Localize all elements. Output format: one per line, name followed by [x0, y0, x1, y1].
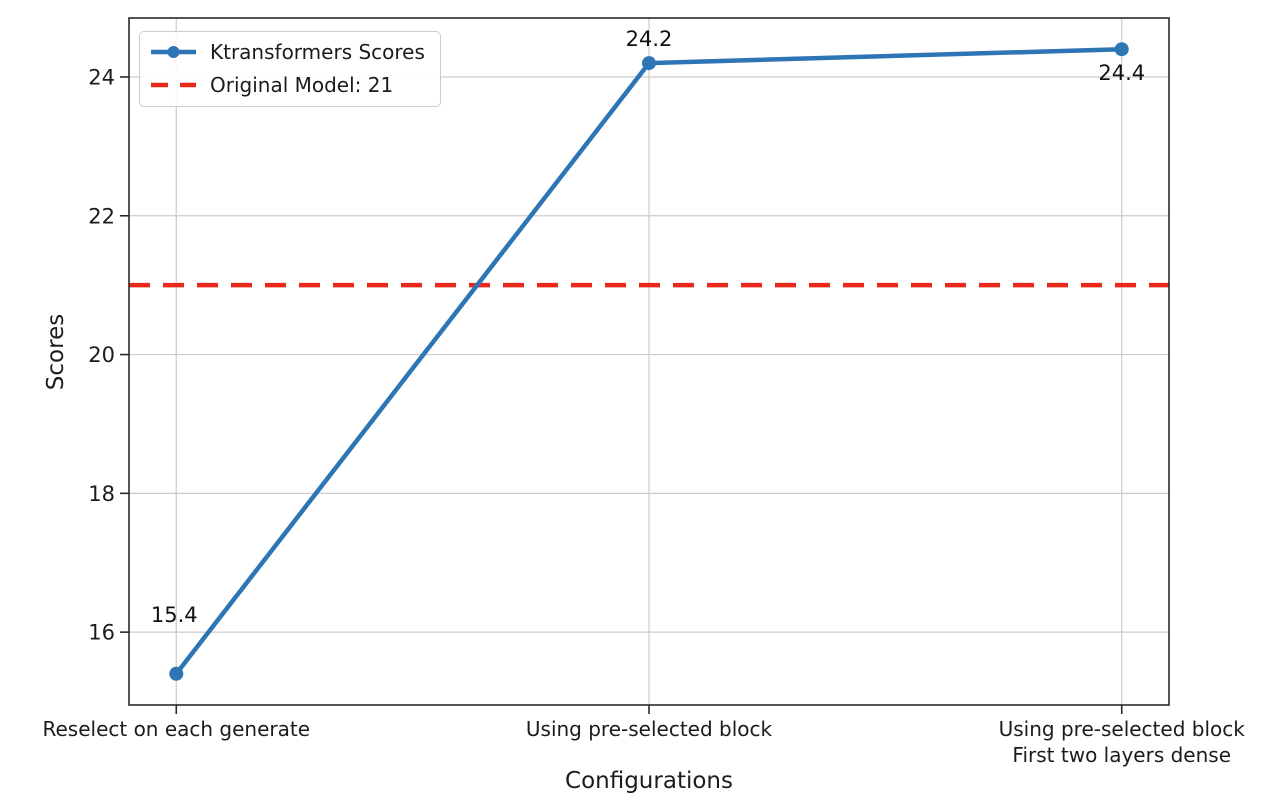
data-point-marker	[642, 56, 656, 71]
data-point-marker	[1114, 42, 1129, 57]
x-tick-label: Using pre-selected block First two layers…	[999, 717, 1246, 767]
y-tick-label: 22	[88, 204, 115, 228]
data-point-label: 15.4	[151, 603, 198, 627]
legend-item: Original Model: 21	[150, 73, 425, 97]
legend-item: Ktransformers Scores	[150, 40, 425, 64]
data-point-label: 24.4	[1098, 61, 1145, 85]
y-axis-label: Scores	[43, 313, 69, 391]
legend: Ktransformers Scores Original Model: 21	[139, 31, 441, 107]
legend-line-marker-icon	[151, 46, 196, 58]
x-axis-label: Configurations	[565, 768, 733, 794]
legend-dashed-line-icon	[151, 82, 196, 88]
y-tick-label: 24	[88, 65, 115, 89]
legend-label: Ktransformers Scores	[210, 40, 425, 64]
y-tick-label: 18	[88, 482, 115, 506]
data-point-marker	[169, 666, 184, 681]
legend-label: Original Model: 21	[210, 73, 394, 97]
y-tick-label: 16	[88, 621, 115, 645]
x-tick-label: Using pre-selected block	[526, 717, 773, 741]
data-point-label: 24.2	[626, 27, 673, 51]
y-tick-label: 20	[88, 343, 115, 367]
x-tick-label: Reselect on each generate	[42, 717, 310, 741]
